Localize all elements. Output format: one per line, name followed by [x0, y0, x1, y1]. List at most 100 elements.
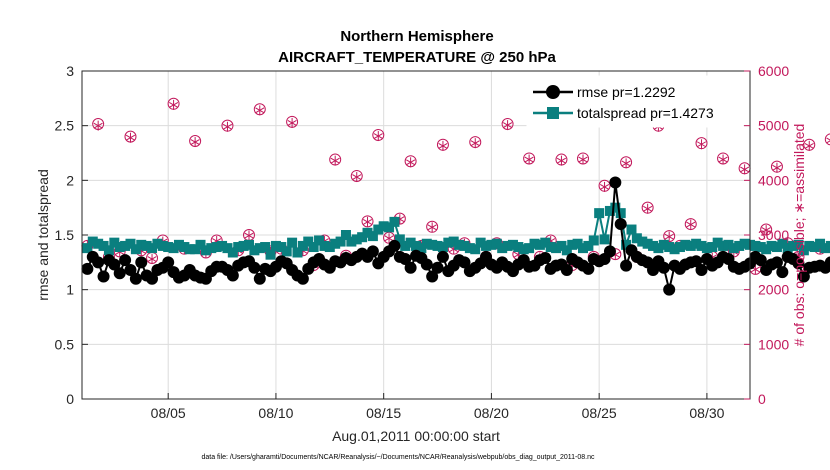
totalspread-point	[545, 242, 556, 253]
totalspread-point	[594, 208, 605, 219]
totalspread-point	[297, 240, 308, 251]
totalspread-point	[195, 239, 206, 250]
totalspread-point	[378, 221, 389, 232]
obs-assimilated-marker	[524, 154, 534, 165]
totalspread-point	[367, 231, 378, 242]
obs-assimilated-stroke	[696, 141, 707, 148]
obs-assimilated-stroke	[599, 183, 610, 190]
obs-assimilated-marker	[643, 203, 653, 214]
totalspread-point	[588, 235, 599, 246]
obs-assimilated-stroke	[427, 224, 437, 231]
x-tick-label: 08/30	[689, 405, 724, 421]
totalspread-point	[459, 240, 470, 251]
legend: rmse pr=1.2292 totalspread pr=1.4273	[526, 75, 744, 128]
totalspread-point	[481, 240, 492, 251]
totalspread-point	[222, 243, 233, 254]
totalspread-point	[534, 239, 545, 250]
totalspread-point	[292, 247, 303, 258]
totalspread-point	[254, 243, 265, 254]
totalspread-point	[330, 238, 341, 249]
rmse-point	[146, 272, 159, 285]
totalspread-point	[351, 234, 362, 245]
totalspread-point	[497, 243, 508, 254]
rmse-point	[663, 283, 676, 296]
totalspread-point	[777, 238, 788, 249]
obs-assimilated-marker	[222, 121, 233, 132]
totalspread-point	[211, 242, 222, 253]
obs-assimilated-stroke	[125, 134, 136, 141]
rmse-point	[226, 269, 239, 282]
totalspread-point	[233, 242, 244, 253]
y-tick-label: 0.5	[55, 336, 75, 352]
footer-data-file: data file: /Users/gharamti/Documents/NCA…	[201, 454, 595, 461]
rmse-point	[431, 261, 444, 274]
totalspread-point	[103, 245, 114, 256]
totalspread-point	[696, 240, 707, 251]
totalspread-point	[578, 243, 588, 254]
totalspread-point	[400, 240, 411, 251]
obs-assimilated-marker	[169, 99, 179, 110]
totalspread-point	[604, 205, 615, 216]
x-tick-label: 08/20	[474, 405, 509, 421]
legend-box	[526, 75, 744, 128]
totalspread-point	[728, 243, 739, 254]
obs-assimilated-marker	[772, 162, 782, 173]
obs-assimilated-stroke	[686, 221, 696, 228]
totalspread-point	[190, 244, 201, 255]
totalspread-point	[658, 239, 669, 250]
chart-title: Northern Hemisphere	[340, 28, 493, 45]
obs-assimilated-marker	[438, 140, 448, 151]
rmse-point	[366, 245, 379, 258]
totalspread-point	[82, 243, 93, 254]
chart-subtitle: AIRCRAFT_TEMPERATURE @ 250 hPa	[278, 49, 556, 66]
y-right-tick-label: 4000	[758, 172, 789, 188]
obs-assimilated-stroke	[643, 205, 653, 212]
totalspread-point	[583, 240, 594, 251]
obs-assimilated-stroke	[330, 157, 340, 164]
totalspread-point	[206, 243, 217, 254]
totalspread-point	[437, 242, 448, 253]
totalspread-point	[421, 238, 432, 249]
totalspread-point	[507, 239, 518, 250]
totalspread-point	[141, 240, 152, 251]
y-tick-label: 0	[66, 391, 74, 407]
rmse-point	[539, 251, 552, 264]
totalspread-point	[227, 247, 238, 258]
totalspread-point	[691, 238, 702, 249]
legend-rmse-marker	[546, 85, 560, 99]
totalspread-point	[793, 239, 804, 250]
totalspread-point	[265, 249, 276, 260]
totalspread-point	[276, 242, 287, 253]
rmse-point	[436, 250, 449, 263]
totalspread-point	[637, 236, 648, 247]
totalspread-point	[599, 234, 610, 245]
totalspread-point	[152, 238, 163, 249]
totalspread-point	[98, 240, 109, 251]
totalspread-point	[642, 238, 653, 249]
totalspread-point	[335, 236, 346, 247]
obs-assimilated-stroke	[93, 122, 103, 129]
obs-assimilated-stroke	[169, 101, 179, 108]
obs-assimilated-stroke	[362, 218, 373, 225]
obs-assimilated-marker	[330, 155, 340, 166]
rmse-point	[426, 270, 439, 283]
totalspread-point	[147, 243, 158, 254]
totalspread-point	[502, 240, 513, 251]
obs-assimilated-stroke	[524, 156, 534, 163]
obs-assimilated-marker	[125, 132, 136, 143]
totalspread-point	[788, 240, 799, 251]
rmse-point	[388, 239, 401, 252]
right-axis-ticks: 0 1000 2000 3000 4000 5000 6000	[744, 63, 789, 407]
totalspread-point	[362, 227, 373, 238]
totalspread-point	[394, 234, 405, 245]
obs-assimilated-stroke	[406, 159, 416, 166]
rmse-point	[776, 266, 789, 279]
obs-assimilated-stroke	[556, 157, 567, 164]
rmse-point	[420, 258, 433, 271]
obs-assimilated-stroke	[503, 122, 513, 129]
y-axis-right-label: # of obs: o=possible; ∗=assimilated	[791, 124, 807, 347]
totalspread-point	[615, 208, 626, 219]
y-axis-label: rmse and totalspread	[35, 169, 51, 301]
obs-assimilated-marker	[287, 117, 297, 128]
totalspread-point	[809, 242, 820, 253]
